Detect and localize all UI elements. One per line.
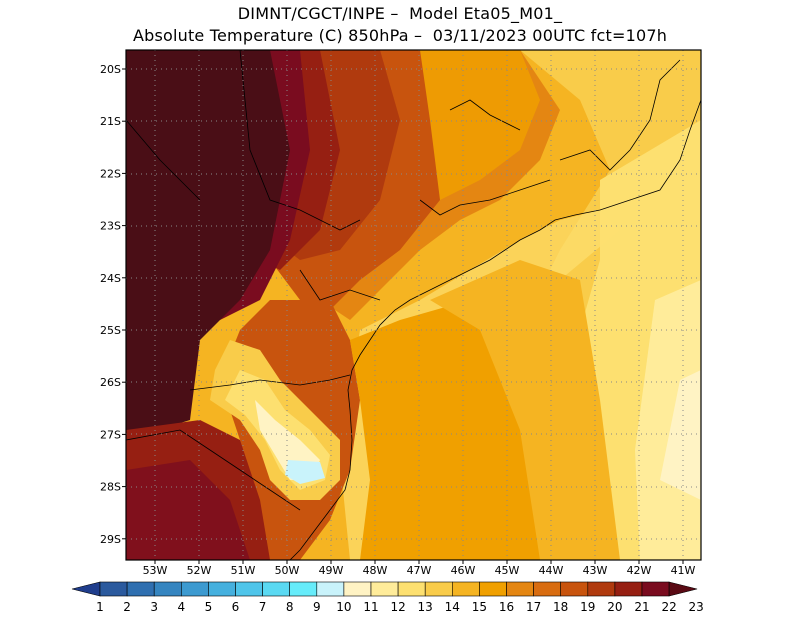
lat-tick-label: 20S	[100, 63, 121, 76]
colorbar-label: 10	[336, 600, 351, 614]
field-cool-10	[285, 460, 325, 484]
colorbar-cell	[208, 581, 236, 597]
state-border-4	[126, 429, 301, 511]
colorbar-labels: 1 2 3 4 5 6 7 8 9 10 11 12 13 14 15 16 17 18 19 20 21 22 23	[96, 600, 704, 614]
state-border-3	[189, 374, 351, 391]
lon-tick-label: 52W	[187, 564, 212, 577]
colorbar-cell	[99, 581, 128, 597]
country-border	[126, 119, 201, 201]
state-border-2	[299, 269, 381, 301]
lon-tick-label: 45W	[495, 564, 520, 577]
colorbar-cell	[479, 581, 507, 597]
lon-tick-label: 47W	[407, 564, 432, 577]
colorbar-label: 4	[177, 600, 185, 614]
colorbar-label: 9	[313, 600, 321, 614]
colorbar-label: 3	[150, 600, 158, 614]
lon-tick-label: 44W	[539, 564, 564, 577]
colorbar-cell	[641, 581, 670, 597]
colorbar-label: 14	[445, 600, 460, 614]
lat-tick-label: 27S	[100, 428, 121, 441]
colorbar-cell	[370, 581, 399, 597]
colorbar-label: 13	[418, 600, 433, 614]
lat-tick-label: 25S	[100, 324, 121, 337]
colorbar-cell	[289, 581, 318, 597]
lon-tick-label: 51W	[231, 564, 256, 577]
colorbar-cell	[235, 581, 263, 597]
chart-title-line-2: Absolute Temperature (C) 850hPa – 03/11/…	[132, 26, 668, 45]
colorbar-cell	[587, 581, 616, 597]
lat-tick-label: 29S	[100, 533, 121, 546]
colorbar-cell	[262, 581, 291, 597]
colorbar-label: 23	[689, 600, 704, 614]
lon-tick-label: 50W	[275, 564, 300, 577]
state-border-5	[419, 179, 551, 216]
colorbar-label: 18	[553, 600, 568, 614]
colorbar-cell	[451, 581, 480, 597]
state-border-1	[239, 50, 361, 231]
lon-tick-label: 49W	[319, 564, 344, 577]
colorbar-label: 2	[123, 600, 131, 614]
map-field	[126, 50, 701, 560]
colorbar-cell	[397, 581, 426, 597]
longitude-ticks: 53W 52W 51W 50W 49W 48W 47W 46W 45W 44W 43W 42W 41W	[143, 560, 696, 577]
colorbar-label: 6	[232, 600, 240, 614]
lon-tick-label: 42W	[627, 564, 652, 577]
colorbar-label: 19	[580, 600, 595, 614]
colorbar-cell	[424, 581, 453, 597]
colorbar-cell	[316, 581, 345, 597]
coastline	[289, 99, 701, 560]
colorbar-cell	[614, 581, 643, 597]
colorbar-cell	[126, 581, 155, 597]
colorbar-label: 8	[286, 600, 294, 614]
lat-tick-label: 24S	[100, 272, 121, 285]
lon-tick-label: 41W	[671, 564, 696, 577]
lat-tick-label: 22S	[100, 167, 121, 180]
colorbar-cell	[506, 581, 534, 597]
field-south-ocean-2	[430, 260, 620, 560]
colorbar-label: 22	[661, 600, 676, 614]
colorbar-cell	[71, 581, 101, 597]
colorbar-label: 12	[390, 600, 405, 614]
colorbar-cell	[153, 581, 182, 597]
lat-tick-label: 23S	[100, 220, 121, 233]
lon-tick-label: 48W	[363, 564, 388, 577]
map-frame	[125, 49, 702, 561]
lat-tick-label: 26S	[100, 376, 121, 389]
colorbar-cell	[668, 581, 698, 597]
lon-tick-label: 46W	[451, 564, 476, 577]
river-1	[449, 99, 521, 131]
field-band-18	[410, 50, 540, 200]
latitude-ticks: 20S 21S 22S 23S 24S 25S 26S 27S 28S 29S	[100, 63, 126, 546]
colorbar-cell	[181, 581, 209, 597]
lat-tick-label: 28S	[100, 481, 121, 494]
field-band-16	[660, 370, 701, 500]
colorbar-cell	[560, 581, 589, 597]
colorbar-cell	[533, 581, 561, 597]
colorbar-label: 20	[607, 600, 622, 614]
colorbar-label: 11	[363, 600, 378, 614]
colorbar-label: 5	[205, 600, 213, 614]
colorbar-label: 16	[499, 600, 514, 614]
colorbar-label: 17	[526, 600, 541, 614]
colorbar-label: 1	[96, 600, 104, 614]
lon-tick-label: 43W	[583, 564, 608, 577]
lat-tick-label: 21S	[100, 115, 121, 128]
lon-tick-label: 53W	[143, 564, 168, 577]
field-sw-lobe-dark	[126, 460, 250, 560]
grid-lines	[126, 50, 701, 560]
colorbar-label: 21	[634, 600, 649, 614]
chart-title-line-1: DIMNT/CGCT/INPE – Model Eta05_M01_	[237, 4, 563, 23]
coastlines-borders	[126, 50, 701, 560]
colorbar-label: 7	[259, 600, 267, 614]
colorbar-cells	[71, 581, 698, 597]
colorbar-label: 15	[472, 600, 487, 614]
state-border-6	[559, 59, 681, 171]
field-band-23	[126, 50, 290, 440]
colorbar-cell	[343, 581, 372, 597]
